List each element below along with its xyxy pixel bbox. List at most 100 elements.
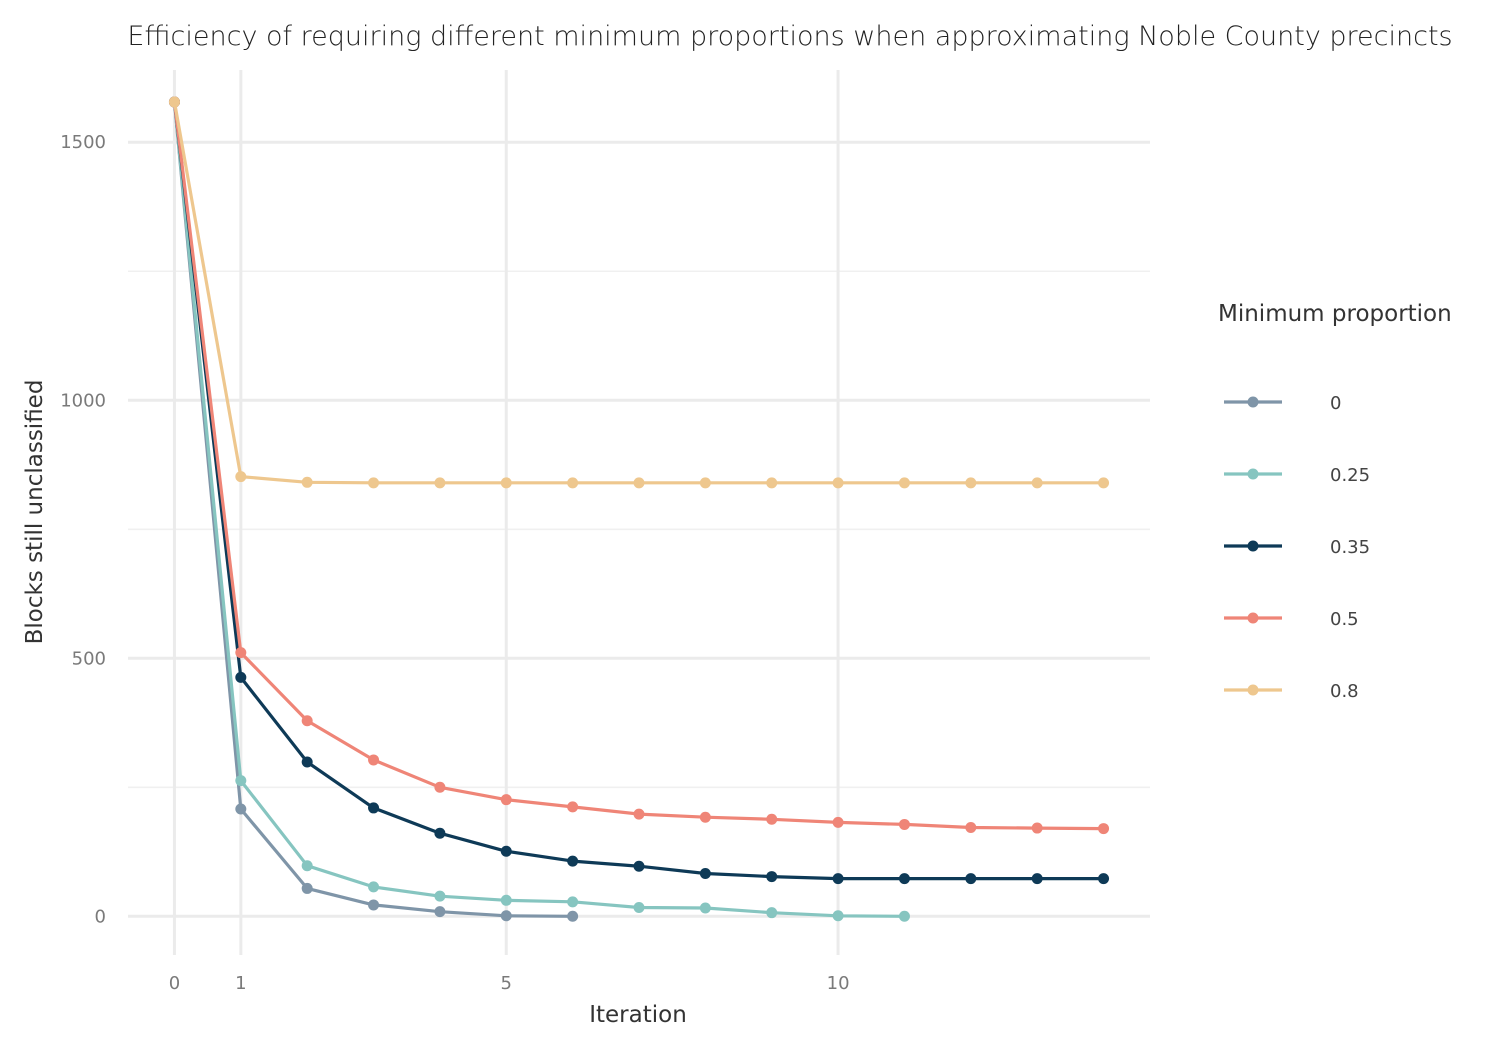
y-tick-label: 1500 [60, 132, 106, 153]
series-0-35-point [832, 873, 844, 885]
legend-item: 0.25 [1224, 465, 1370, 486]
x-tick-label: 5 [501, 973, 512, 994]
series-0-35-point [567, 855, 579, 867]
series-0-35-point [1098, 873, 1110, 885]
series-0-25-point [301, 860, 313, 872]
series-0-25-point [368, 881, 380, 893]
y-axis-title: Blocks still unclassified [22, 380, 48, 645]
series-0-25-point [832, 910, 844, 922]
x-axis-title: Iteration [589, 1002, 687, 1028]
series-layer [168, 96, 1110, 922]
series-0-8-point [434, 477, 446, 489]
series-0-35-point [1031, 873, 1043, 885]
series-0-8-point [965, 477, 977, 489]
legend-label: 0.35 [1330, 537, 1370, 558]
series-0-8-point [633, 477, 645, 489]
series-0-25-point [567, 896, 579, 908]
y-tick-label: 1000 [60, 390, 106, 411]
series-0-25-point [434, 890, 446, 902]
series-0-point [434, 906, 446, 918]
legend-item: 0 [1224, 393, 1341, 414]
series-0-5-point [1031, 822, 1043, 834]
series-0-8-point [898, 477, 910, 489]
series-0-25-point [766, 907, 778, 919]
series-0-25-line [172, 101, 905, 918]
legend: Minimum proportion 0 0.25 0.35 0.5 0.8 [1218, 301, 1452, 702]
series-0-8-point [500, 477, 512, 489]
series-0-5-point [434, 781, 446, 793]
series-0-8-point [766, 477, 778, 489]
legend-label: 0.5 [1330, 609, 1359, 630]
series-0-5-point [567, 801, 579, 813]
series-0-5-point [500, 794, 512, 806]
grid [128, 70, 1150, 955]
series-0-8-point [1031, 477, 1043, 489]
series-0-point [368, 899, 380, 911]
series-0-35-point [368, 802, 380, 814]
series-0-25 [168, 96, 910, 922]
legend-swatch-point [1247, 468, 1259, 480]
series-0-line [172, 101, 573, 918]
series-0-35-point [898, 873, 910, 885]
legend-swatch-point [1247, 540, 1259, 552]
series-0-8-point [301, 476, 313, 488]
series-0-point [301, 882, 313, 894]
x-tick-label: 10 [827, 973, 850, 994]
series-0-5-point [965, 822, 977, 834]
series-0-5-point [368, 754, 380, 766]
series-0-5-line [172, 101, 1104, 831]
y-tick-label: 0 [95, 906, 106, 927]
series-0-35-point [301, 756, 313, 768]
series-0-point [500, 910, 512, 922]
series-0-point [235, 803, 247, 815]
series-0-25-point [633, 902, 645, 914]
series-0-8-point [368, 477, 380, 489]
series-0-35-line [172, 101, 1104, 881]
series-0-5-point [898, 818, 910, 830]
series-0-35-point [434, 827, 446, 839]
series-0-8-point [832, 477, 844, 489]
series-0-5-point [235, 647, 247, 659]
series-0-25-point [699, 902, 711, 914]
series-0-8-point [699, 477, 711, 489]
legend-label: 0.25 [1330, 465, 1370, 486]
chart-title: Efficiency of requiring different minimu… [127, 21, 1452, 52]
legend-swatch-point [1247, 684, 1259, 696]
series-0-25-point [235, 775, 247, 787]
series-0-point [567, 910, 579, 922]
x-tick-label: 1 [235, 973, 246, 994]
x-axis-ticks: 0 1 5 10 [169, 973, 850, 994]
series-0-5 [168, 96, 1110, 835]
y-tick-label: 500 [72, 648, 106, 669]
series-0-35-point [500, 845, 512, 857]
legend-swatch-point [1247, 612, 1259, 624]
series-0-35-point [766, 871, 778, 883]
series-0-35-point [965, 873, 977, 885]
series-0-5-point [832, 816, 844, 828]
legend-items: 0 0.25 0.35 0.5 0.8 [1224, 393, 1370, 702]
series-0-8-point [168, 96, 180, 108]
series-0-8-point [1098, 477, 1110, 489]
series-0-8 [168, 96, 1110, 489]
series-0-25-point [500, 894, 512, 906]
legend-title: Minimum proportion [1218, 301, 1452, 327]
series-0-8-line [172, 101, 1104, 485]
legend-item: 0.35 [1224, 537, 1370, 558]
series-0-35 [168, 96, 1110, 885]
series-0-25-point [898, 910, 910, 922]
legend-swatch-point [1247, 396, 1259, 408]
series-0-35-point [235, 671, 247, 683]
series-0-8-point [235, 471, 247, 483]
series-0 [168, 96, 579, 922]
legend-item: 0.8 [1224, 681, 1359, 702]
series-0-5-point [699, 811, 711, 823]
x-tick-label: 0 [169, 973, 180, 994]
series-0-35-point [633, 860, 645, 872]
series-0-5-point [301, 715, 313, 727]
series-0-35-point [699, 867, 711, 879]
legend-item: 0.5 [1224, 609, 1359, 630]
series-0-5-point [633, 808, 645, 820]
legend-label: 0.8 [1330, 681, 1359, 702]
series-0-5-point [766, 813, 778, 825]
y-axis-ticks: 0 500 1000 1500 [60, 132, 106, 927]
